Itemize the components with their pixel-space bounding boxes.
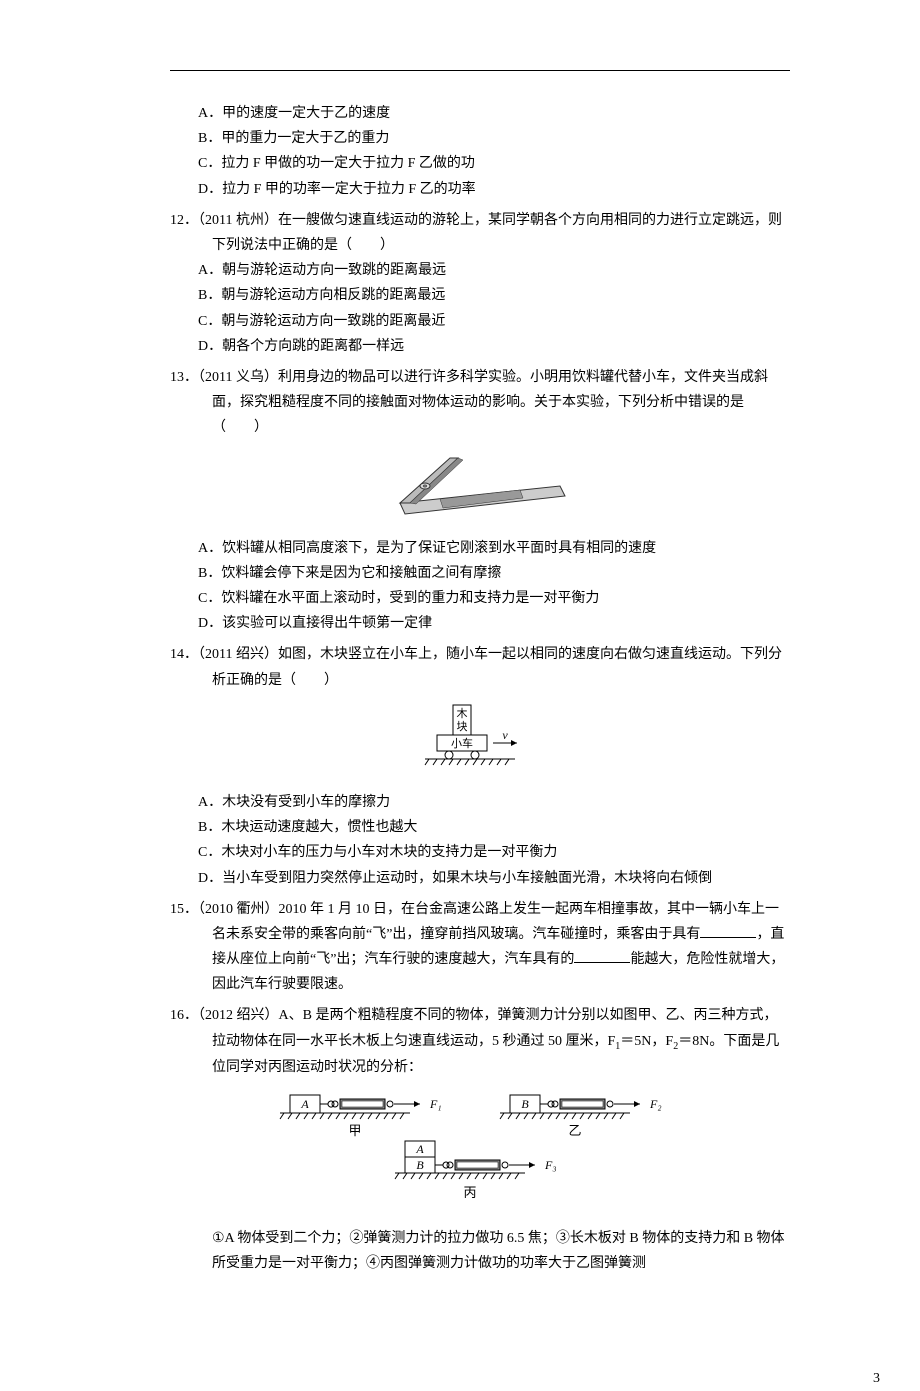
q13-option-a: A．饮料罐从相同高度滚下，是为了保证它刚滚到水平面时具有相同的速度 xyxy=(170,536,790,561)
q12-option-b: B．朝与游轮运动方向相反跳的距离最远 xyxy=(170,283,790,308)
q14-figure: 木 块 小车 v xyxy=(170,701,790,782)
q13-num: 13． xyxy=(170,370,198,385)
page-number: 3 xyxy=(0,1326,920,1391)
q16-figure: A F₁ xyxy=(170,1089,790,1218)
q16-label-f2: F₂ xyxy=(649,1097,662,1111)
q11-option-a: A．甲的速度一定大于乙的速度 xyxy=(170,101,790,126)
q16-label-f1: F₁ xyxy=(429,1097,442,1111)
q13-option-d: D．该实验可以直接得出牛顿第一定律 xyxy=(170,611,790,636)
header-rule xyxy=(170,70,790,71)
q11-option-b: B．甲的重力一定大于乙的重力 xyxy=(170,126,790,151)
q14-option-c: C．木块对小车的压力与小车对木块的支持力是一对平衡力 xyxy=(170,840,790,865)
q14-option-d: D．当小车受到阻力突然停止运动时，如果木块与小车接触面光滑，木块将向右倾倒 xyxy=(170,866,790,891)
q16-label-b2: B xyxy=(416,1158,424,1172)
q16-analysis: ①A 物体受到二个力；②弹簧测力计的拉力做功 6.5 焦；③长木板对 B 物体的… xyxy=(170,1226,790,1276)
q15-blank2 xyxy=(574,948,630,963)
q16-label-jia: 甲 xyxy=(348,1123,361,1138)
q15-text1: （2010 衢州）2010 年 1 月 10 日，在台金高速公路上发生一起两车相… xyxy=(198,902,779,942)
q14-cart-label: 小车 xyxy=(451,736,473,750)
q16-stem: 16．（2012 绍兴）A、B 是两个粗糙程度不同的物体，弹簧测力计分别以如图甲… xyxy=(170,1003,790,1080)
q16-num: 16． xyxy=(170,1008,198,1023)
q13-figure xyxy=(170,448,790,527)
q12-option-c: C．朝与游轮运动方向一致跳的距离最近 xyxy=(170,309,790,334)
q16-eq1: ＝5N，F xyxy=(620,1034,673,1049)
q14-block-label-bottom: 块 xyxy=(457,720,468,733)
q11-option-d: D．拉力 F 甲的功率一定大于拉力 F 乙的功率 xyxy=(170,177,790,202)
q12-option-d: D．朝各个方向跳的距离都一样远 xyxy=(170,334,790,359)
q14-v-label: v xyxy=(502,728,508,742)
q15-stem: 15．（2010 衢州）2010 年 1 月 10 日，在台金高速公路上发生一起… xyxy=(170,897,790,998)
q16-label-b1: B xyxy=(521,1097,529,1111)
q16-label-yi: 乙 xyxy=(568,1123,581,1138)
q14-option-b: B．木块运动速度越大，惯性也越大 xyxy=(170,815,790,840)
q11-option-c: C．拉力 F 甲做的功一定大于拉力 F 乙做的功 xyxy=(170,151,790,176)
q15-blank1 xyxy=(700,923,756,938)
q16-label-f3: F₃ xyxy=(544,1158,557,1172)
q16-label-a: A xyxy=(300,1097,309,1111)
q14-option-a: A．木块没有受到小车的摩擦力 xyxy=(170,790,790,815)
q13-stem: 13．（2011 义乌）利用身边的物品可以进行许多科学实验。小明用饮料罐代替小车… xyxy=(170,365,790,441)
q13-ramp-svg xyxy=(380,448,580,518)
q16-setup-svg: A F₁ xyxy=(270,1089,690,1209)
q13-text: （2011 义乌）利用身边的物品可以进行许多科学实验。小明用饮料罐代替小车，文件… xyxy=(198,370,768,435)
q15-num: 15． xyxy=(170,902,198,917)
q14-cart-svg: 木 块 小车 v xyxy=(405,701,555,773)
q14-text: （2011 绍兴）如图，木块竖立在小车上，随小车一起以相同的速度向右做匀速直线运… xyxy=(198,647,782,687)
q12-option-a: A．朝与游轮运动方向一致跳的距离最远 xyxy=(170,258,790,283)
q14-num: 14． xyxy=(170,647,198,662)
q13-option-c: C．饮料罐在水平面上滚动时，受到的重力和支持力是一对平衡力 xyxy=(170,586,790,611)
q12-stem: 12．（2011 杭州）在一艘做匀速直线运动的游轮上，某同学朝各个方向用相同的力… xyxy=(170,208,790,258)
q14-block-label-top: 木 xyxy=(457,707,468,720)
q12-text: （2011 杭州）在一艘做匀速直线运动的游轮上，某同学朝各个方向用相同的力进行立… xyxy=(198,213,782,253)
q12-num: 12． xyxy=(170,213,198,228)
q13-option-b: B．饮料罐会停下来是因为它和接触面之间有摩擦 xyxy=(170,561,790,586)
q16-label-a2: A xyxy=(415,1142,424,1156)
page-content: A．甲的速度一定大于乙的速度 B．甲的重力一定大于乙的重力 C．拉力 F 甲做的… xyxy=(0,0,920,1326)
q14-stem: 14．（2011 绍兴）如图，木块竖立在小车上，随小车一起以相同的速度向右做匀速… xyxy=(170,642,790,692)
q16-label-bing: 丙 xyxy=(463,1185,476,1200)
